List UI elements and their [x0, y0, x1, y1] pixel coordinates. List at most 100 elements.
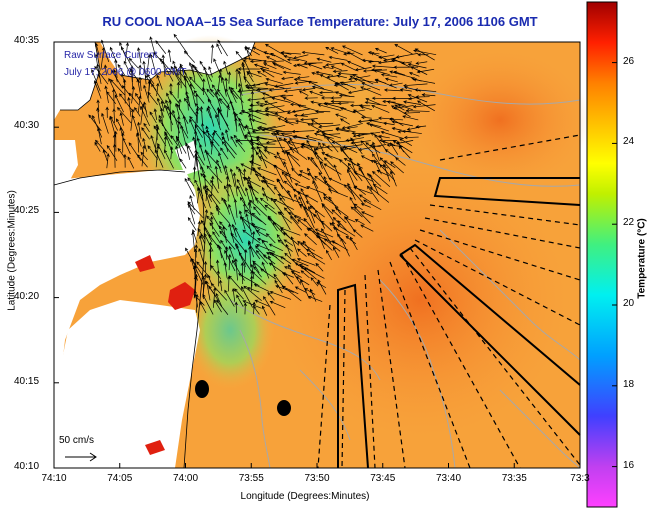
current-vector	[296, 258, 316, 266]
current-vector	[161, 54, 166, 77]
current-vector	[349, 196, 356, 208]
current-vector	[352, 229, 363, 238]
current-vector	[399, 138, 412, 147]
current-vector	[210, 215, 214, 230]
current-vector	[243, 285, 262, 301]
current-vector	[239, 196, 253, 215]
current-vector	[297, 240, 308, 251]
current-vector	[378, 134, 390, 139]
current-vector	[286, 151, 301, 167]
current-vector	[237, 70, 243, 92]
current-vector	[210, 264, 222, 280]
current-vector	[153, 108, 158, 121]
current-vector	[407, 94, 428, 103]
current-vector	[220, 147, 229, 160]
current-vector	[410, 66, 428, 75]
current-vector	[257, 70, 267, 77]
station-markers	[195, 380, 291, 416]
current-vector	[294, 81, 309, 85]
current-vector	[328, 196, 342, 215]
map-title: RU COOL NOAA–15 Sea Surface Temperature:…	[102, 14, 538, 29]
current-vector	[217, 74, 222, 92]
current-vector	[210, 282, 227, 301]
current-vector	[265, 77, 283, 84]
current-vector	[281, 76, 294, 81]
current-vector	[224, 249, 236, 272]
current-vector	[322, 204, 334, 222]
current-vector	[330, 99, 355, 104]
current-vector	[321, 152, 333, 159]
current-vector	[176, 103, 189, 124]
current-vector	[256, 146, 268, 159]
current-vector	[284, 120, 299, 124]
current-vector	[336, 74, 347, 79]
current-vector	[297, 219, 310, 230]
current-vector	[407, 63, 427, 69]
current-vector	[324, 153, 341, 161]
current-vector	[154, 149, 164, 168]
current-vector	[340, 237, 350, 257]
current-vector	[182, 115, 188, 134]
current-vector	[187, 177, 195, 187]
current-vector	[403, 135, 419, 140]
current-vector	[353, 171, 374, 182]
current-vector	[357, 119, 379, 124]
current-vector	[164, 149, 174, 169]
current-vector	[402, 115, 419, 121]
current-vector	[270, 52, 292, 65]
current-vector	[335, 113, 348, 119]
current-vector	[251, 222, 261, 236]
current-vector	[155, 126, 160, 148]
current-vector	[197, 220, 201, 237]
current-vector	[283, 137, 295, 154]
current-vector	[323, 238, 341, 252]
current-vector	[291, 258, 309, 267]
current-vector	[415, 125, 427, 129]
current-vector	[243, 76, 254, 90]
current-vector	[213, 129, 223, 141]
current-vector	[161, 60, 174, 82]
current-vector	[228, 253, 232, 271]
current-vector	[244, 45, 251, 61]
current-vector	[183, 75, 196, 97]
current-vector	[166, 106, 180, 124]
current-vector	[283, 180, 301, 195]
current-vector	[272, 221, 285, 236]
current-vector	[187, 201, 196, 225]
current-vector	[300, 270, 310, 279]
current-vector	[269, 290, 292, 300]
current-vector	[298, 90, 309, 96]
current-vector	[157, 142, 166, 160]
current-vector	[140, 106, 150, 127]
current-vector	[242, 168, 247, 181]
current-vector	[224, 289, 235, 307]
current-vector	[230, 232, 246, 252]
current-vector	[194, 102, 203, 113]
current-vector	[397, 103, 413, 111]
current-vector	[259, 197, 275, 210]
current-vector	[263, 295, 276, 316]
current-vector	[198, 248, 205, 264]
current-vector	[234, 117, 238, 132]
current-vector	[253, 63, 270, 70]
current-vector	[300, 144, 318, 154]
current-vector	[238, 122, 246, 140]
current-vector	[240, 217, 261, 231]
colorbar-tick-label: 22	[623, 217, 635, 229]
dashed-boundaries	[317, 134, 581, 469]
current-vector	[262, 254, 276, 265]
current-vector	[169, 90, 180, 104]
current-vector	[360, 115, 372, 120]
current-vector	[379, 164, 396, 181]
current-vector	[114, 94, 124, 113]
current-vector	[326, 249, 332, 261]
current-vector	[347, 60, 365, 69]
overlay-line-1: Raw Surface Current	[64, 50, 158, 61]
current-vector	[143, 122, 150, 133]
current-vector	[250, 159, 254, 175]
current-vector	[213, 299, 222, 313]
current-vector	[130, 65, 134, 83]
current-vector	[254, 197, 268, 211]
current-vector	[326, 75, 339, 79]
current-vector	[129, 68, 134, 90]
